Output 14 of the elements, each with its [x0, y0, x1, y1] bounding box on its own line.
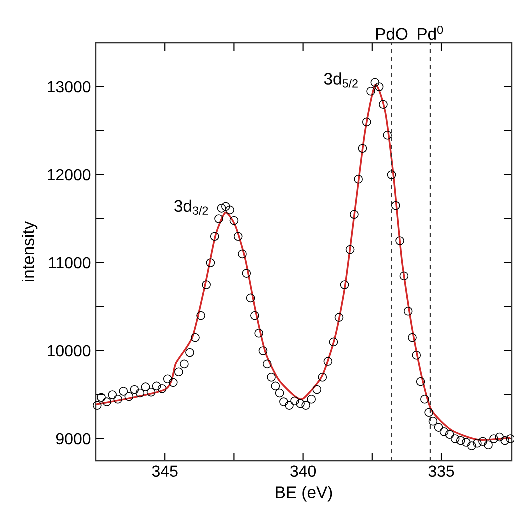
y-tick-label: 10000 — [48, 345, 91, 357]
x-axis-title: BE (eV) — [276, 486, 332, 502]
y-tick-label: 12000 — [48, 169, 91, 181]
y-tick-label: 11000 — [49, 257, 91, 269]
y-axis-title: intensity — [22, 221, 38, 282]
x-tick-label: 335 — [428, 466, 454, 478]
annotation: 3d$_{3/2}$ — [174, 200, 208, 215]
ref-line-label: Pd$^{0}$ — [418, 26, 444, 40]
y-tick-label: 9000 — [56, 433, 91, 445]
ref-line-label: PdO — [376, 28, 408, 40]
annotation: 3d$_{5/2}$ — [324, 72, 358, 88]
y-tick-label: 13000 — [48, 81, 91, 93]
x-tick-label: 340 — [290, 466, 316, 478]
x-tick-label: 345 — [152, 466, 178, 478]
